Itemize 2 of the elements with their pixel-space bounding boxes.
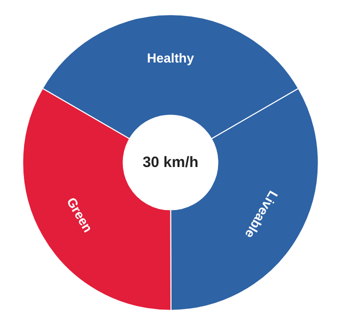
text: 30 km/h	[142, 154, 198, 171]
slice-label: Healthy	[147, 50, 195, 66]
